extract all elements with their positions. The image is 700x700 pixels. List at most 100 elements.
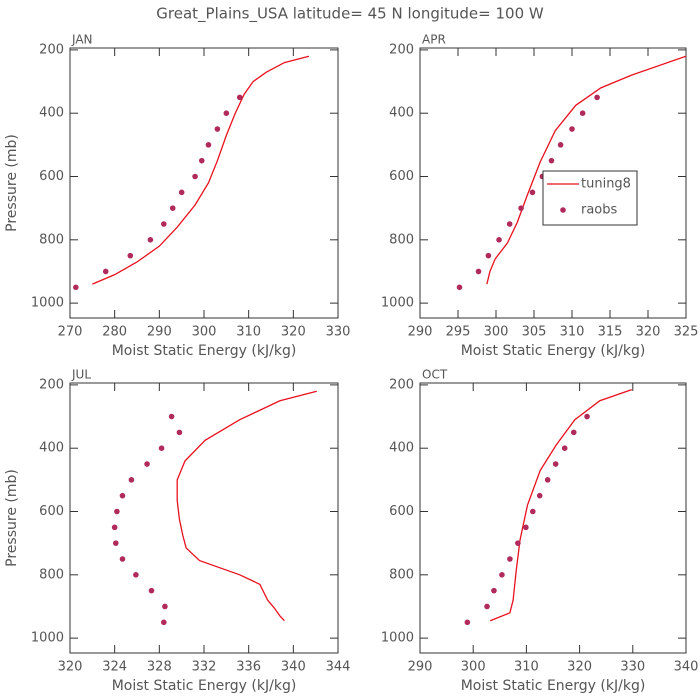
obs-dot — [127, 252, 134, 259]
plot-frame — [419, 47, 687, 319]
plot-area — [111, 390, 317, 626]
y-tick-label: 600 — [39, 169, 64, 184]
plot-area — [464, 389, 632, 626]
plot-frame — [419, 382, 687, 654]
plot-area — [456, 55, 686, 291]
obs-dot — [523, 524, 529, 531]
x-tick-label: 324 — [102, 660, 127, 675]
x-tick-label: 336 — [236, 660, 261, 675]
profile-line — [176, 390, 317, 622]
obs-dot — [491, 587, 497, 594]
obs-dot — [148, 587, 155, 594]
x-tick-label: 330 — [620, 660, 645, 675]
x-tick-label: 320 — [281, 325, 306, 340]
obs-dot — [112, 540, 119, 546]
obs-dot — [496, 237, 502, 243]
profile-line — [489, 389, 632, 622]
obs-dot — [114, 508, 120, 515]
legend-box — [542, 170, 638, 226]
obs-dot — [178, 189, 185, 196]
panel-title: OCT — [422, 368, 448, 382]
obs-dot — [557, 142, 564, 148]
obs-dot — [561, 445, 568, 452]
y-tick-label: 800 — [389, 232, 414, 247]
obs-dot — [236, 94, 243, 101]
obs-dot — [475, 268, 482, 275]
obs-dot — [128, 477, 135, 483]
x-tick-label: 325 — [674, 325, 699, 340]
x-tick-label: 290 — [408, 325, 433, 340]
y-tick-label: 800 — [389, 567, 414, 582]
x-tick-label: 300 — [192, 325, 217, 340]
obs-dot — [223, 110, 230, 117]
x-tick-label: 310 — [236, 325, 261, 340]
x-tick-label: 290 — [408, 660, 433, 675]
y-tick-label: 1000 — [381, 631, 414, 646]
y-tick-label: 800 — [39, 232, 64, 247]
y-tick-label: 400 — [389, 441, 414, 456]
obs-dot — [119, 492, 126, 499]
x-tick-label: 332 — [192, 660, 217, 675]
x-axis-label: Moist Static Energy (kJ/kg) — [112, 343, 297, 359]
plot-frame — [69, 47, 339, 319]
x-tick-label: 320 — [567, 660, 592, 675]
profile-line — [486, 55, 686, 285]
x-tick-label: 300 — [484, 325, 509, 340]
obs-dot — [464, 619, 471, 626]
y-axis-label: Pressure (mb) — [4, 134, 20, 232]
x-axis-label: Moist Static Energy (kJ/kg) — [112, 678, 297, 694]
y-axis-label: Pressure (mb) — [4, 469, 20, 567]
obs-dot — [544, 477, 551, 483]
obs-dot — [548, 157, 555, 164]
x-tick-label: 290 — [147, 325, 172, 340]
y-tick-label: 1000 — [31, 631, 64, 646]
x-tick-label: 310 — [560, 325, 585, 340]
x-tick-label: 295 — [446, 325, 471, 340]
y-tick-label: 200 — [39, 42, 64, 57]
obs-dot — [506, 221, 513, 227]
y-tick-label: 800 — [39, 567, 64, 582]
obs-dot — [456, 284, 463, 291]
obs-dot — [507, 556, 513, 562]
y-tick-label: 400 — [39, 106, 64, 121]
obs-dot — [147, 237, 154, 243]
obs-dot — [594, 94, 600, 101]
chart-title: Great_Plains_USA latitude= 45 N longitud… — [156, 5, 544, 24]
obs-dot — [579, 110, 586, 117]
x-axis-label: Moist Static Energy (kJ/kg) — [461, 343, 646, 359]
x-tick-label: 305 — [522, 325, 547, 340]
obs-dot — [569, 126, 575, 132]
obs-dot — [102, 268, 109, 275]
x-tick-label: 340 — [674, 660, 699, 675]
panel-title: JUL — [71, 368, 91, 382]
obs-dot — [73, 284, 79, 291]
obs-dot — [529, 508, 536, 515]
y-tick-label: 400 — [389, 106, 414, 121]
x-tick-label: 300 — [461, 660, 486, 675]
x-tick-label: 270 — [58, 325, 83, 340]
obs-dot — [119, 556, 126, 562]
obs-dot — [484, 603, 490, 610]
obs-dot — [176, 429, 183, 436]
x-tick-label: 320 — [636, 325, 661, 340]
y-tick-label: 600 — [389, 169, 414, 184]
x-tick-label: 310 — [514, 660, 539, 675]
obs-dot — [162, 603, 168, 610]
plot-area — [73, 55, 310, 291]
y-tick-label: 600 — [39, 504, 64, 519]
x-tick-label: 344 — [326, 660, 351, 675]
legend-label: raobs — [581, 203, 618, 218]
obs-dot — [198, 157, 205, 164]
panel-title: APR — [422, 33, 446, 47]
obs-dot — [144, 461, 150, 467]
obs-dot — [133, 572, 139, 578]
obs-dot — [584, 413, 590, 420]
y-tick-label: 400 — [39, 441, 64, 456]
obs-dot — [214, 126, 221, 132]
obs-dot — [570, 429, 577, 436]
plot-frame — [69, 382, 339, 654]
obs-dot — [499, 572, 505, 578]
obs-dot — [529, 189, 536, 196]
y-tick-label: 1000 — [381, 296, 414, 311]
